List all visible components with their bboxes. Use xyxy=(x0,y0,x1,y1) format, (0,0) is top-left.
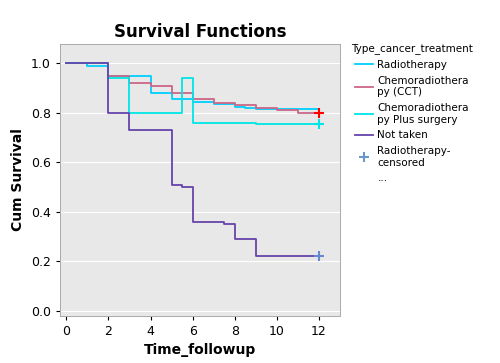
Legend: Radiotherapy, Chemoradiothera
py (CCT), Chemoradiothera
py Plus surgery, Not tak: Radiotherapy, Chemoradiothera py (CCT), … xyxy=(351,43,472,183)
X-axis label: Time_followup: Time_followup xyxy=(144,343,256,358)
Y-axis label: Cum Survival: Cum Survival xyxy=(12,128,26,231)
Title: Survival Functions: Survival Functions xyxy=(114,23,286,41)
